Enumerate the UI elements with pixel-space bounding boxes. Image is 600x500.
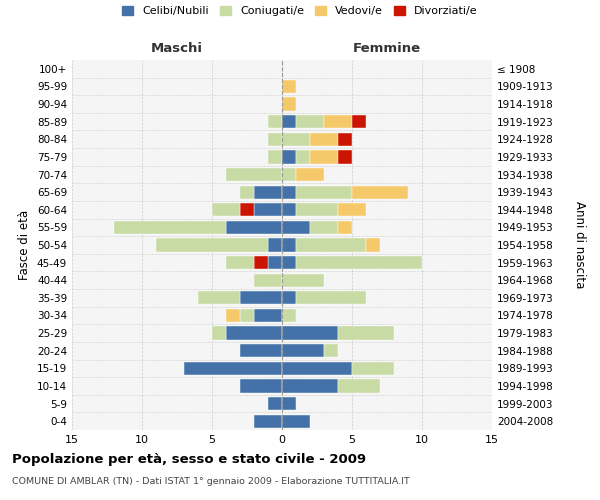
Bar [282, 186, 296, 198]
Bar [240, 344, 282, 358]
Bar [296, 150, 310, 164]
Bar [338, 326, 394, 340]
Bar [352, 115, 366, 128]
Bar [240, 291, 282, 304]
Bar [212, 203, 240, 216]
Bar [282, 274, 324, 287]
Text: Maschi: Maschi [151, 42, 203, 54]
Bar [338, 380, 380, 392]
Bar [310, 221, 338, 234]
Bar [184, 362, 282, 375]
Y-axis label: Fasce di età: Fasce di età [19, 210, 31, 280]
Bar [254, 186, 282, 198]
Bar [114, 221, 226, 234]
Legend: Celibi/Nubili, Coniugati/e, Vedovi/e, Divorziati/e: Celibi/Nubili, Coniugati/e, Vedovi/e, Di… [122, 6, 478, 16]
Bar [226, 256, 254, 269]
Bar [282, 291, 296, 304]
Bar [254, 274, 282, 287]
Bar [268, 132, 282, 146]
Text: Popolazione per età, sesso e stato civile - 2009: Popolazione per età, sesso e stato civil… [12, 452, 366, 466]
Bar [282, 115, 296, 128]
Bar [226, 221, 282, 234]
Bar [226, 309, 240, 322]
Bar [268, 256, 282, 269]
Bar [352, 362, 394, 375]
Bar [254, 203, 282, 216]
Bar [254, 256, 268, 269]
Bar [254, 309, 282, 322]
Bar [282, 132, 310, 146]
Bar [240, 380, 282, 392]
Bar [282, 168, 296, 181]
Bar [296, 115, 324, 128]
Bar [282, 309, 296, 322]
Bar [296, 186, 352, 198]
Bar [240, 203, 254, 216]
Bar [282, 150, 296, 164]
Bar [282, 256, 296, 269]
Bar [212, 326, 226, 340]
Bar [282, 326, 338, 340]
Bar [296, 256, 422, 269]
Y-axis label: Anni di nascita: Anni di nascita [573, 202, 586, 288]
Bar [268, 115, 282, 128]
Bar [226, 326, 282, 340]
Bar [366, 238, 380, 252]
Text: COMUNE DI AMBLAR (TN) - Dati ISTAT 1° gennaio 2009 - Elaborazione TUTTITALIA.IT: COMUNE DI AMBLAR (TN) - Dati ISTAT 1° ge… [12, 478, 410, 486]
Bar [296, 168, 324, 181]
Bar [282, 238, 296, 252]
Bar [282, 203, 296, 216]
Bar [282, 344, 324, 358]
Bar [282, 80, 296, 93]
Bar [310, 132, 338, 146]
Bar [338, 150, 352, 164]
Bar [268, 397, 282, 410]
Bar [352, 186, 408, 198]
Bar [338, 203, 366, 216]
Bar [156, 238, 268, 252]
Bar [240, 309, 254, 322]
Bar [296, 238, 366, 252]
Bar [324, 115, 352, 128]
Bar [338, 221, 352, 234]
Bar [282, 414, 310, 428]
Bar [268, 150, 282, 164]
Bar [282, 98, 296, 110]
Bar [282, 380, 338, 392]
Bar [226, 168, 282, 181]
Bar [240, 186, 254, 198]
Bar [282, 397, 296, 410]
Bar [296, 203, 338, 216]
Bar [254, 414, 282, 428]
Bar [282, 221, 310, 234]
Bar [296, 291, 366, 304]
Bar [268, 238, 282, 252]
Bar [338, 132, 352, 146]
Bar [324, 344, 338, 358]
Bar [198, 291, 240, 304]
Bar [282, 362, 352, 375]
Text: Femmine: Femmine [353, 42, 421, 54]
Bar [310, 150, 338, 164]
